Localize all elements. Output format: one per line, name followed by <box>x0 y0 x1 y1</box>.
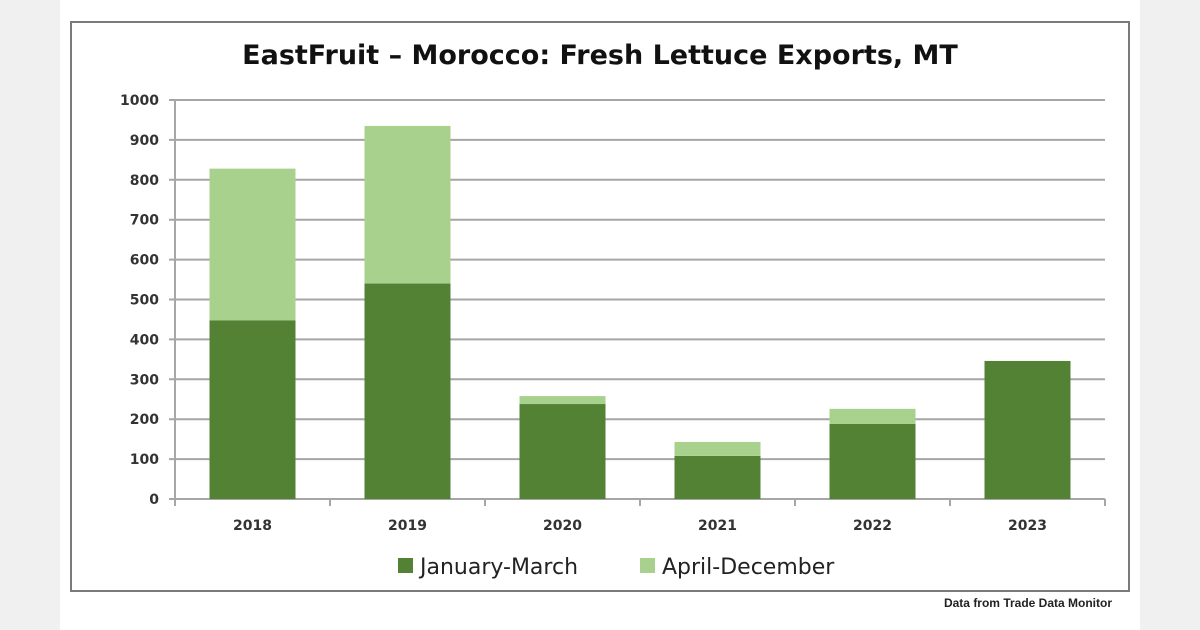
x-tick-label: 2021 <box>698 518 737 534</box>
legend-swatch <box>398 558 413 573</box>
x-tick-label: 2022 <box>853 518 892 534</box>
y-tick-label: 400 <box>130 332 159 348</box>
legend-label: January-March <box>418 555 578 580</box>
legend-swatch <box>640 558 655 573</box>
bar-january-march-2021 <box>674 455 761 499</box>
bar-january-march-2019 <box>364 283 451 499</box>
y-tick-label: 900 <box>130 133 159 149</box>
bar-january-march-2022 <box>829 423 916 499</box>
y-tick-label: 500 <box>130 293 159 309</box>
y-tick-label: 300 <box>130 372 159 388</box>
bar-april-december-2018 <box>209 168 296 321</box>
bar-april-december-2022 <box>829 408 916 424</box>
y-tick-label: 0 <box>149 492 159 508</box>
source-note: Data from Trade Data Monitor <box>943 596 1112 610</box>
x-tick-label: 2020 <box>543 518 582 534</box>
y-tick-label: 200 <box>130 412 159 428</box>
x-tick-label: 2023 <box>1008 518 1047 534</box>
bar-january-march-2020 <box>519 404 606 499</box>
bar-january-march-2023 <box>984 360 1071 499</box>
legend-label: April-December <box>662 555 835 580</box>
x-tick-label: 2019 <box>388 518 427 534</box>
y-tick-label: 700 <box>130 213 159 229</box>
y-tick-label: 800 <box>130 173 159 189</box>
y-tick-label: 100 <box>130 452 159 468</box>
y-tick-label: 600 <box>130 253 159 269</box>
bar-april-december-2019 <box>364 125 451 284</box>
bar-april-december-2020 <box>519 396 606 405</box>
y-tick-label: 1000 <box>120 93 159 109</box>
x-tick-label: 2018 <box>233 518 272 534</box>
bar-january-march-2018 <box>209 320 296 499</box>
chart-title: EastFruit – Morocco: Fresh Lettuce Expor… <box>242 40 958 71</box>
bar-april-december-2021 <box>674 441 761 456</box>
